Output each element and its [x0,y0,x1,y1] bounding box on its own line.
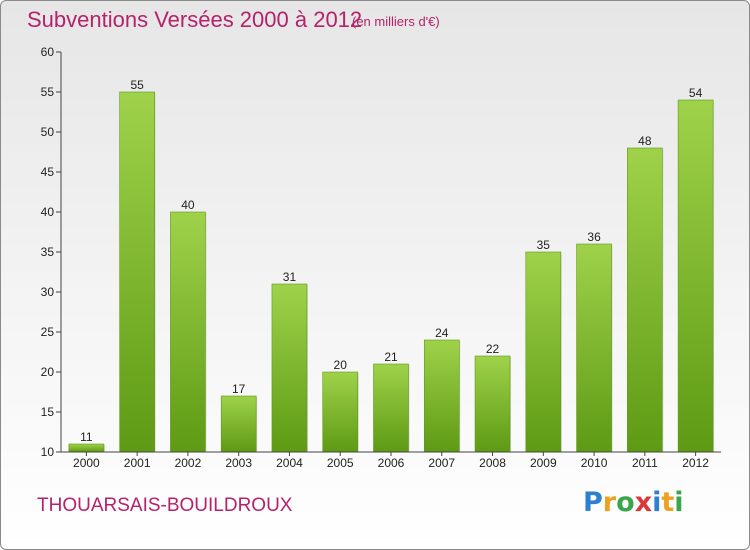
x-tick-label: 2001 [124,456,151,470]
x-axis: 2000 2001 2002 2003 2004 2005 2006 2007 2008 2009… [61,451,721,470]
bar [677,99,714,453]
logo-letter: P [583,487,603,518]
y-tick-label: 20 [41,365,55,379]
x-tick-label: 2012 [682,456,709,470]
x-tick-label: 2000 [73,456,100,470]
logo-letter: i [652,487,662,518]
y-tick-label: 40 [41,205,55,219]
y-tick-label: 30 [41,285,55,299]
place-name: THOUARSAIS-BOUILDROUX [37,495,293,516]
chart-title: Subventions Versées 2000 à 2012 [27,7,363,32]
y-tick-label: 35 [41,245,55,259]
data-label: 35 [537,238,551,252]
bar [576,243,612,453]
data-label: 31 [283,270,297,284]
data-label: 20 [334,358,348,372]
x-tick-label: 2010 [581,456,608,470]
data-label: 17 [232,382,246,396]
y-tick-label: 55 [41,85,55,99]
bar [170,211,206,453]
y-tick-label: 50 [41,125,55,139]
y-tick-label: 45 [41,165,55,179]
x-tick-label: 2008 [479,456,506,470]
bar [474,355,511,453]
bar [373,363,409,453]
x-tick-label: 2009 [530,456,557,470]
x-tick-label: 2006 [378,456,405,470]
logo-letter: t [661,487,675,518]
bars: 11 55 40 17 31 20 21 24 22 35 36 48 54 [68,78,715,453]
logo-letter: i [674,487,684,518]
bar [525,251,562,453]
y-tick-label: 15 [41,405,55,419]
bar [423,339,460,453]
data-label: 22 [486,342,500,356]
bar [322,371,359,453]
y-tick-label: 10 [41,445,55,459]
y-tick-label: 25 [41,325,55,339]
data-label: 36 [587,230,601,244]
data-label: 11 [80,430,93,444]
proxiti-logo: Proxiti [583,487,684,518]
logo-letter: x [634,487,653,518]
chart-subtitle: (en milliers d'€) [352,14,440,29]
bar [271,283,308,453]
data-label: 24 [435,326,449,340]
bar [627,147,663,453]
bar [68,443,105,453]
data-label: 48 [638,134,652,148]
x-tick-label: 2002 [175,456,202,470]
data-label: 40 [181,198,195,212]
data-label: 21 [384,350,398,364]
bar [220,395,257,453]
x-tick-label: 2005 [327,456,354,470]
logo-letter: r [602,487,617,518]
x-tick-label: 2004 [276,456,303,470]
x-tick-label: 2007 [428,456,455,470]
x-tick-label: 2003 [225,456,252,470]
logo-letter: o [616,487,635,518]
bar [119,91,155,453]
y-tick-label: 60 [41,45,55,59]
data-label: 55 [130,78,144,92]
y-axis: 10 15 20 25 30 35 40 45 50 55 60 [41,45,62,459]
data-label: 54 [689,86,703,100]
x-tick-label: 2011 [632,456,658,470]
